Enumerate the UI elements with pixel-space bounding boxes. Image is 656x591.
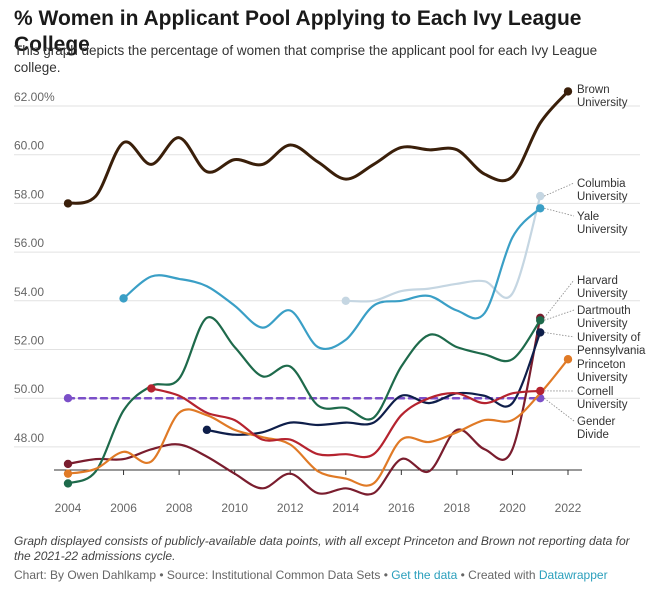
y-axis: 48.00 50.00 52.00 54.00 56.00 58.00 60.00 62.00… [14, 90, 55, 445]
start-point-columbia-university[interactable] [341, 296, 350, 305]
y-tick-label: 54.00 [14, 285, 44, 299]
created-with-text: • Created with [457, 568, 539, 582]
label-leader [544, 182, 575, 197]
y-tick-label: 52.00 [14, 334, 44, 348]
series-label-text: Princeton [577, 359, 626, 371]
series-label-text: University [577, 318, 628, 330]
chart-footnote: Graph displayed consists of publicly-ava… [14, 534, 630, 563]
line-columbia-university[interactable] [344, 195, 542, 303]
chart-title: % Women in Applicant Pool Applying to Ea… [14, 7, 582, 56]
start-point-gender-divide[interactable] [63, 394, 73, 403]
start-point-princeton-university[interactable] [63, 469, 73, 478]
series-label-text: University [577, 97, 628, 109]
x-tick-label: 2008 [166, 501, 193, 515]
series-label-text: Harvard [577, 275, 618, 287]
series-label-text: Yale [577, 211, 599, 223]
label-leader [543, 279, 575, 319]
label-leader [544, 207, 575, 217]
series-label-text: Dartmouth [577, 305, 631, 317]
line-dartmouth-university[interactable] [66, 316, 542, 485]
series-harvard-university [63, 313, 545, 496]
x-tick-label: 2014 [332, 501, 359, 515]
series-dartmouth-university [63, 316, 545, 488]
x-tick-label: 2016 [388, 501, 415, 515]
label-leader [544, 332, 575, 338]
end-point-dartmouth-university[interactable] [536, 316, 545, 325]
start-point-cornell-university[interactable] [147, 384, 156, 393]
end-point-brown-university[interactable] [563, 87, 573, 96]
series-brown-university [63, 87, 573, 208]
series-label-text: University [577, 399, 628, 411]
series-label-text: Brown [577, 84, 610, 96]
series-label-text: University [577, 191, 628, 203]
line-university-of-pennsylvania[interactable] [205, 331, 542, 436]
start-point-university-of-pennsylvania[interactable] [202, 425, 212, 435]
x-tick-label: 2006 [110, 501, 137, 515]
chart-credits: Chart: By Owen Dahlkamp • Source: Instit… [14, 568, 644, 583]
start-point-harvard-university[interactable] [63, 459, 73, 469]
line-harvard-university[interactable] [66, 316, 542, 496]
series-label-text: University [577, 224, 628, 236]
x-tick-label: 2012 [277, 501, 304, 515]
series-label-text: Columbia [577, 178, 626, 190]
x-tick-label: 2022 [555, 501, 582, 515]
label-leader [543, 397, 575, 422]
series-university-of-pennsylvania [202, 328, 545, 436]
end-point-columbia-university[interactable] [536, 191, 545, 201]
end-point-university-of-pennsylvania[interactable] [536, 328, 545, 337]
y-tick-label: 56.00 [14, 236, 44, 250]
label-leader [544, 309, 575, 321]
series-columbia-university [341, 191, 545, 305]
y-tick-label: 62.00% [14, 90, 55, 104]
x-tick-label: 2018 [444, 501, 471, 515]
series-label-text: University of [577, 332, 641, 344]
y-tick-label: 58.00 [14, 187, 44, 201]
x-axis: 2004 2006 2008 2010 2012 2014 2016 2018 2020 2022 [54, 469, 582, 515]
series-labels: BrownUniversityColumbiaUniversityYaleUni… [543, 84, 646, 441]
chart-subtitle: This graph depicts the percentage of wom… [14, 43, 598, 75]
end-point-cornell-university[interactable] [536, 386, 545, 396]
start-point-yale-university[interactable] [119, 294, 128, 303]
series-label-text: Cornell [577, 386, 613, 398]
series-label-text: University [577, 372, 628, 384]
gridlines [14, 105, 640, 448]
line-princeton-university[interactable] [66, 358, 570, 487]
series-princeton-university [63, 355, 573, 487]
y-tick-label: 48.00 [14, 431, 44, 445]
series-label-text: Pennsylvania [577, 345, 646, 357]
series-label-text: University [577, 288, 628, 300]
credit-text: Chart: By Owen Dahlkamp • Source: Instit… [14, 568, 392, 582]
get-the-data-link[interactable]: Get the data [391, 568, 458, 582]
series-label-text: Divide [577, 429, 609, 441]
start-point-dartmouth-university[interactable] [63, 479, 73, 488]
datawrapper-link[interactable]: Datawrapper [538, 568, 608, 582]
line-brown-university[interactable] [66, 89, 570, 205]
x-tick-label: 2010 [221, 501, 248, 515]
series-cornell-university [147, 384, 545, 459]
line-cornell-university[interactable] [150, 387, 542, 459]
series-lines [63, 87, 573, 496]
x-tick-label: 2020 [499, 501, 526, 515]
y-tick-label: 60.00 [14, 139, 44, 153]
y-tick-label: 50.00 [14, 382, 44, 396]
end-point-yale-university[interactable] [536, 204, 545, 213]
start-point-brown-university[interactable] [63, 199, 73, 208]
end-point-princeton-university[interactable] [563, 355, 573, 364]
line-yale-university[interactable] [122, 207, 542, 351]
x-tick-label: 2004 [55, 501, 82, 515]
series-yale-university [119, 204, 545, 351]
series-label-text: Gender [577, 416, 616, 428]
